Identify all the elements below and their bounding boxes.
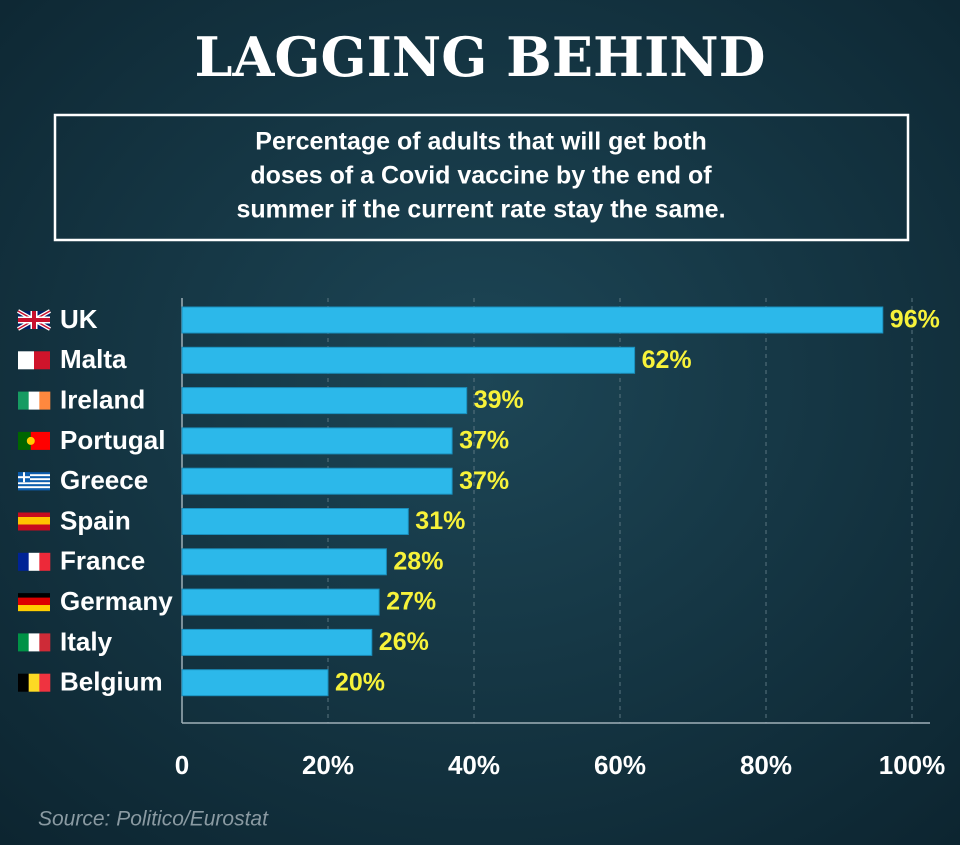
flag [28, 552, 40, 571]
flag [18, 484, 50, 487]
flag [18, 552, 29, 571]
flag [30, 431, 50, 450]
x-tick-label: 40% [448, 750, 500, 780]
subtitle-line: Percentage of adults that will get both [255, 128, 706, 156]
flag [18, 673, 29, 692]
subtitle-line: doses of a Covid vaccine by the end of [250, 162, 712, 190]
bar [181, 467, 453, 495]
flag [39, 673, 51, 692]
category-label: Greece [60, 465, 148, 495]
flag [18, 472, 50, 475]
flag [26, 436, 35, 445]
x-tick-label: 60% [594, 750, 646, 780]
flag [34, 351, 50, 370]
value-label: 27% [386, 588, 436, 616]
x-tick-label: 100% [879, 750, 946, 780]
flag [18, 318, 50, 322]
category-label: Spain [60, 505, 131, 535]
value-label: 96% [890, 306, 940, 334]
category-label: France [60, 546, 145, 576]
flag [39, 552, 51, 571]
value-label: 37% [459, 467, 509, 495]
flag [39, 391, 51, 410]
flag [18, 478, 50, 481]
category-label: Belgium [60, 667, 163, 697]
bar [181, 588, 380, 616]
flag [18, 391, 29, 410]
x-tick-label: 80% [740, 750, 792, 780]
value-label: 28% [393, 547, 443, 575]
bar [181, 628, 373, 656]
bar [181, 387, 468, 415]
value-label: 62% [642, 346, 692, 374]
value-label: 39% [474, 386, 524, 414]
category-label: Malta [60, 344, 127, 374]
subtitle-box [53, 113, 910, 242]
flag [28, 633, 40, 652]
flag [18, 605, 50, 612]
flag [18, 524, 50, 531]
flag [28, 391, 40, 410]
category-label: UK [60, 304, 98, 334]
x-tick-label: 0 [175, 750, 189, 780]
flag [18, 482, 50, 485]
flag [18, 351, 34, 370]
category-label: Portugal [60, 425, 165, 455]
category-label: Italy [60, 626, 113, 656]
subtitle-line: summer if the current rate stay the same… [236, 196, 725, 224]
category-label: Ireland [60, 384, 145, 414]
flag [18, 431, 31, 450]
bar [181, 346, 636, 374]
bar [181, 427, 453, 455]
value-label: 26% [379, 628, 429, 656]
flag [18, 486, 50, 489]
value-label: 31% [415, 507, 465, 535]
flag [18, 476, 30, 479]
flag [18, 488, 50, 491]
category-label: Germany [60, 586, 173, 616]
flag [28, 673, 40, 692]
bar [181, 548, 387, 576]
bar [181, 669, 329, 697]
bar [181, 508, 409, 535]
x-tick-label: 20% [302, 750, 354, 780]
value-label: 37% [459, 427, 509, 455]
flag [18, 474, 50, 477]
value-label: 20% [335, 668, 385, 696]
chart-title: LAGGING BEHIND [195, 25, 766, 89]
flag [18, 597, 50, 607]
bar [181, 306, 884, 334]
flag [18, 476, 50, 479]
flag [39, 633, 51, 652]
flag [18, 517, 50, 526]
source: Source: Politico/Eurostat [38, 808, 269, 831]
flag [18, 633, 29, 652]
flag [18, 480, 50, 483]
